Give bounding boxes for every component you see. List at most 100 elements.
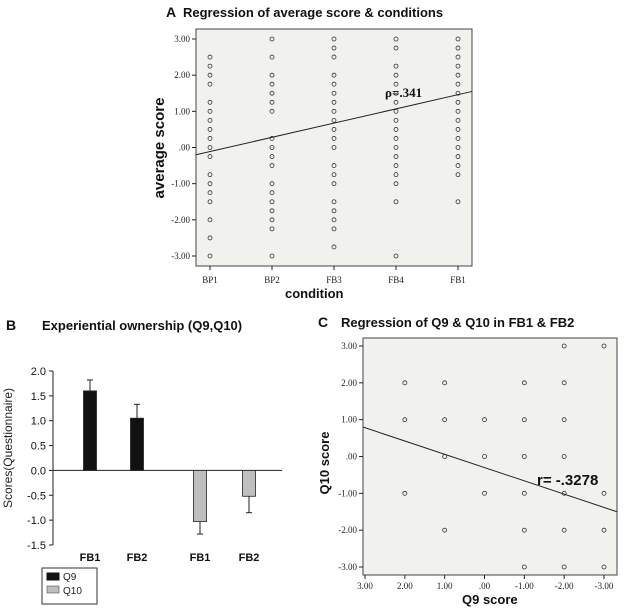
panel-c-xtick-label: 3.00: [357, 581, 373, 591]
panel-a-point: [207, 190, 213, 196]
panel-c-point: [601, 527, 607, 533]
panel-a-ytick-label: 1.00: [174, 106, 190, 116]
legend-swatch-q10: [46, 585, 60, 594]
panel-c-point: [482, 417, 487, 423]
panel-a-point: [393, 136, 399, 141]
panel-b-bar-q10: [193, 470, 207, 523]
panel-a-point: [455, 81, 461, 87]
panel-a-ytick-label: -3.00: [171, 251, 190, 261]
panel-a-point: [393, 172, 399, 178]
panel-a-xtick-label: FB3: [326, 275, 342, 285]
panel-a-point: [393, 81, 399, 87]
panel-a-point: [269, 163, 275, 168]
panel-c-title: Regression of Q9 & Q10 in FB1 & FB2: [341, 315, 574, 330]
panel-a-point: [331, 172, 337, 178]
panel-b-ytick-label: 1.5: [31, 391, 46, 403]
panel-a-xtick-label: BP1: [202, 275, 218, 285]
panel-a-point: [331, 226, 337, 232]
panel-a-point: [207, 253, 213, 259]
panel-a-point: [331, 136, 337, 141]
panel-a-point: [455, 63, 461, 69]
panel-a-point: [393, 99, 399, 105]
panel-b-ytick-label: 0.0: [31, 465, 46, 477]
panel-a-point: [207, 72, 213, 78]
panel-c-point: [521, 417, 527, 423]
panel-a-point: [455, 154, 461, 159]
panel-a-point: [207, 136, 213, 141]
panel-a-point: [393, 253, 399, 259]
panel-c-xtick-label: 1.00: [437, 581, 453, 591]
panel-a-point: [331, 54, 337, 60]
panel-b-xtick-label: FB2: [127, 552, 148, 564]
panel-a-point: [455, 136, 461, 141]
panel-c-point: [521, 527, 527, 533]
panel-c-point: [521, 490, 527, 496]
panel-a-ytick-label: -1.00: [171, 179, 190, 189]
panel-a-ytick-label: -2.00: [171, 215, 190, 225]
panel-b-ytick-label: -0.5: [27, 490, 46, 502]
panel-b-title: Experiential ownership (Q9,Q10): [42, 318, 242, 333]
panel-a-point: [207, 235, 213, 241]
panel-c-r-annotation: r= -.3278: [537, 472, 598, 489]
panel-c-xtick-label: -1.00: [515, 581, 534, 591]
panel-a-point: [331, 199, 337, 205]
panel-c-ytick-label: -1.00: [338, 488, 357, 498]
panel-c-ylabel: Q10 score: [317, 432, 332, 495]
panel-c-point: [601, 490, 607, 496]
panel-b-xtick-label: FB2: [239, 552, 260, 564]
panel-a-point: [207, 63, 213, 69]
panel-b: B Experiential ownership (Q9,Q10) 2.0 1.5…: [1, 317, 282, 605]
panel-a-point: [331, 90, 337, 96]
panel-a-xlabel: condition: [285, 286, 344, 301]
panel-b-ytick-label: 1.0: [31, 416, 46, 428]
panel-b-ytick-label: 2.0: [31, 366, 46, 378]
panel-a-point: [331, 45, 337, 51]
panel-c-point: [402, 490, 408, 496]
panel-a-point: [331, 36, 337, 42]
panel-c: C Regression of Q9 & Q10 in FB1 & FB2 -3…: [317, 314, 618, 607]
panel-b-ylabel: Scores(Questionnaire): [1, 388, 15, 508]
panel-c-point: [561, 564, 567, 570]
panel-a-point: [393, 117, 399, 123]
panel-c-point: [442, 380, 448, 386]
panel-a-point: [269, 36, 275, 42]
panel-a-rho-annotation: ρ=.341: [385, 85, 422, 100]
panel-a-point: [269, 199, 275, 205]
panel-a-point: [455, 45, 461, 51]
panel-a-point: [207, 181, 213, 187]
panel-c-point: [601, 343, 607, 349]
panel-a-point: [455, 172, 461, 178]
panel-a-point: [269, 99, 275, 105]
panel-b-letter: B: [6, 317, 16, 333]
panel-a-point: [331, 163, 337, 168]
panel-a: A Regression of average score & conditio…: [151, 4, 473, 301]
panel-a-point: [393, 181, 399, 187]
panel-a-point: [393, 63, 399, 69]
panel-c-ytick-label: 3.00: [341, 341, 357, 351]
panel-a-point: [269, 154, 275, 159]
panel-a-point: [393, 90, 399, 96]
panel-b-bar-q9: [130, 417, 144, 471]
panel-c-point: [521, 564, 527, 570]
panel-a-point: [269, 145, 275, 150]
panel-c-point: [442, 527, 448, 533]
panel-a-point: [269, 253, 275, 259]
panel-b-xtick-label: FB1: [80, 552, 101, 564]
panel-a-point: [207, 127, 213, 132]
panel-a-point: [455, 199, 461, 205]
panel-c-point: [521, 380, 527, 386]
panel-c-point: [561, 380, 567, 386]
panel-a-point: [331, 72, 337, 78]
panel-c-point: [482, 454, 487, 459]
panel-c-point: [601, 564, 607, 570]
panel-a-point: [331, 145, 337, 150]
panel-a-point: [269, 208, 275, 214]
panel-a-letter: A: [166, 4, 176, 20]
panel-a-point: [393, 45, 399, 51]
panel-a-point: [269, 136, 275, 141]
panel-a-point: [269, 217, 275, 223]
panel-a-point: [393, 199, 399, 205]
panel-a-point: [331, 208, 337, 214]
panel-a-point: [455, 127, 461, 132]
